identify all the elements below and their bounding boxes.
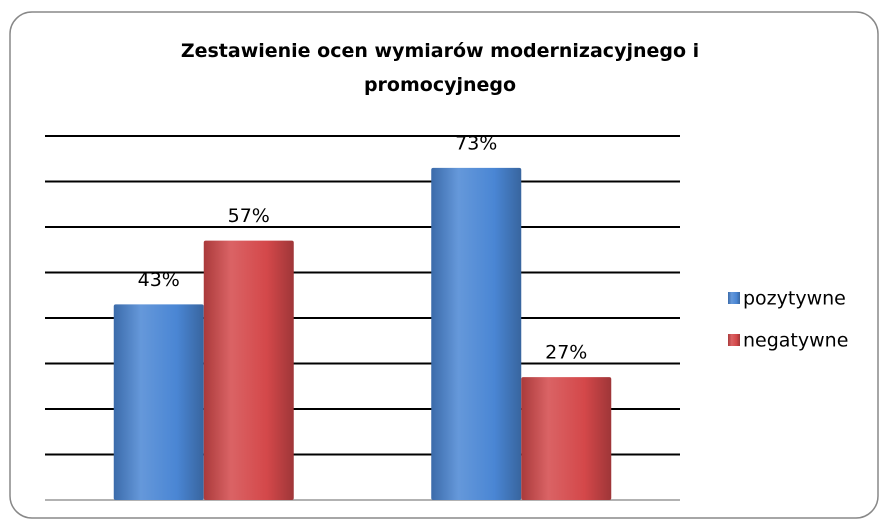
data-label: 57% <box>228 205 270 227</box>
legend-label: negatywne <box>743 330 848 352</box>
bar <box>113 304 204 500</box>
legend-label: pozytywne <box>743 288 846 310</box>
bar <box>521 377 612 500</box>
data-label: 43% <box>138 269 180 291</box>
data-label: 73% <box>455 132 497 154</box>
data-label: 27% <box>545 342 587 364</box>
bar <box>203 240 294 500</box>
chart-title: Zestawienie ocen wymiarów modernizacyjne… <box>180 40 700 96</box>
legend-swatch <box>728 292 740 304</box>
legend-swatch <box>728 334 740 346</box>
bar <box>431 167 522 500</box>
